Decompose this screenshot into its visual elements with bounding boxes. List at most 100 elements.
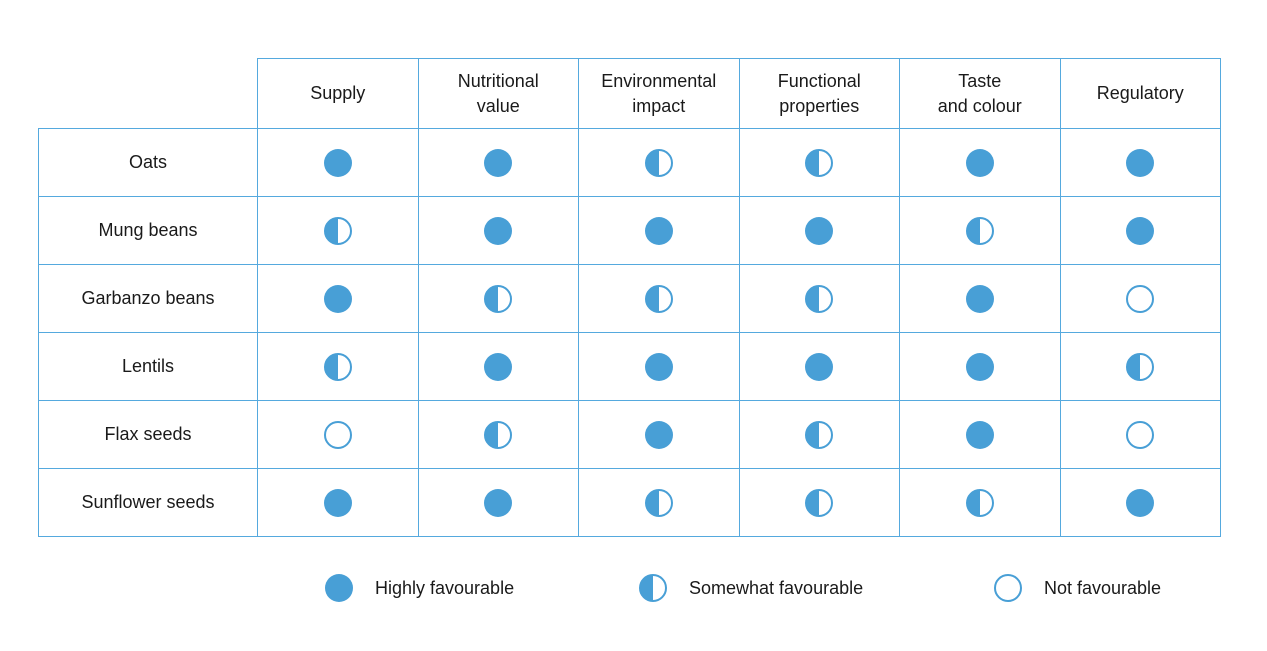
rating-cell [578, 332, 740, 401]
rating-cell [899, 400, 1061, 469]
column-header-regulatory: Regulatory [1059, 58, 1221, 129]
rating-cell [738, 264, 900, 333]
rating-circle-icon [805, 148, 834, 177]
rating-circle-icon [644, 352, 673, 381]
rating-circle-icon [323, 352, 352, 381]
rating-cell [257, 264, 419, 333]
rating-cell [1059, 128, 1221, 197]
rating-circle-icon [805, 352, 834, 381]
row-label: Lentils [38, 332, 258, 401]
rating-cell [1059, 468, 1221, 537]
legend-item-not-favourable: Not favourable [994, 574, 1161, 602]
rating-circle-icon [1126, 352, 1155, 381]
legend-label: Highly favourable [375, 577, 515, 598]
rating-circle-icon [323, 148, 352, 177]
legend-item-somewhat-favourable: Somewhat favourable [639, 574, 863, 602]
row-label: Sunflower seeds [38, 468, 258, 537]
rating-cell [578, 400, 740, 469]
half-circle-icon [639, 574, 667, 602]
rating-circle-icon [644, 488, 673, 517]
row-label: Mung beans [38, 196, 258, 265]
rating-cell [257, 196, 419, 265]
rating-circle-icon [965, 284, 994, 313]
rating-cell [899, 332, 1061, 401]
rating-circle-icon [1126, 420, 1155, 449]
rating-cell [738, 196, 900, 265]
rating-circle-icon [484, 420, 513, 449]
rating-cell [738, 332, 900, 401]
table-row-sunflower-seeds: Sunflower seeds [38, 468, 1221, 537]
rating-circle-icon [484, 148, 513, 177]
column-header-taste-and-colour: Taste and colour [899, 58, 1061, 129]
rating-circle-icon [644, 420, 673, 449]
rating-circle-icon [1126, 216, 1155, 245]
rating-cell [417, 128, 579, 197]
table-row-garbanzo-beans: Garbanzo beans [38, 264, 1221, 333]
rating-cell [738, 128, 900, 197]
rating-circle-icon [484, 216, 513, 245]
rating-circle-icon [965, 216, 994, 245]
rating-cell [578, 468, 740, 537]
rating-circle-icon [965, 488, 994, 517]
rating-circle-icon [323, 488, 352, 517]
rating-circle-icon [965, 352, 994, 381]
rating-cell [257, 468, 419, 537]
rating-cell [417, 468, 579, 537]
rating-circle-icon [965, 148, 994, 177]
rating-circle-icon [644, 148, 673, 177]
rating-cell [417, 264, 579, 333]
rating-cell [899, 468, 1061, 537]
rating-circle-icon [805, 284, 834, 313]
table-row-oats: Oats [38, 128, 1221, 197]
rating-cell [578, 128, 740, 197]
rating-circle-icon [805, 216, 834, 245]
table-row-lentils: Lentils [38, 332, 1221, 401]
rating-cell [1059, 400, 1221, 469]
legend-label: Somewhat favourable [689, 577, 864, 598]
rating-cell [738, 400, 900, 469]
comparison-table: Supply Nutritional value Environmental i… [38, 58, 1221, 537]
table-row-flax-seeds: Flax seeds [38, 400, 1221, 469]
rating-cell [578, 264, 740, 333]
rating-cell [257, 128, 419, 197]
rating-circle-icon [965, 420, 994, 449]
column-header-environmental-impact: Environmental impact [578, 58, 740, 129]
row-label: Flax seeds [38, 400, 258, 469]
table-row-mung-beans: Mung beans [38, 196, 1221, 265]
rating-circle-icon [805, 420, 834, 449]
rating-circle-icon [484, 284, 513, 313]
row-label: Garbanzo beans [38, 264, 258, 333]
rating-cell [578, 196, 740, 265]
rating-cell [417, 400, 579, 469]
rating-circle-icon [323, 284, 352, 313]
rating-circle-icon [323, 420, 352, 449]
rating-cell [1059, 332, 1221, 401]
corner-cell [39, 59, 258, 129]
rating-cell [257, 400, 419, 469]
rating-circle-icon [1126, 284, 1155, 313]
rating-circle-icon [484, 352, 513, 381]
rating-circle-icon [644, 216, 673, 245]
row-label: Oats [38, 128, 258, 197]
rating-cell [899, 196, 1061, 265]
column-header-supply: Supply [257, 58, 419, 129]
rating-circle-icon [644, 284, 673, 313]
rating-cell [417, 332, 579, 401]
full-circle-icon [325, 574, 353, 602]
rating-circle-icon [1126, 148, 1155, 177]
rating-cell [738, 468, 900, 537]
column-header-nutritional-value: Nutritional value [417, 58, 579, 129]
rating-cell [1059, 196, 1221, 265]
rating-circle-icon [484, 488, 513, 517]
rating-cell [899, 264, 1061, 333]
rating-cell [899, 128, 1061, 197]
rating-cell [257, 332, 419, 401]
rating-circle-icon [1126, 488, 1155, 517]
header-row: Supply Nutritional value Environmental i… [39, 58, 1221, 129]
rating-cell [417, 196, 579, 265]
rating-circle-icon [805, 488, 834, 517]
column-header-functional-properties: Functional properties [738, 58, 900, 129]
legend-label: Not favourable [1044, 577, 1162, 598]
empty-circle-icon [994, 574, 1022, 602]
